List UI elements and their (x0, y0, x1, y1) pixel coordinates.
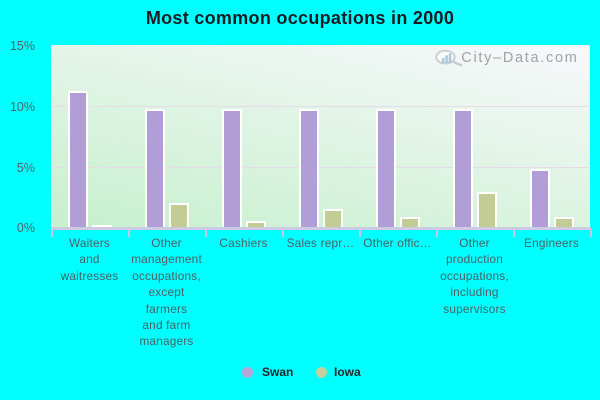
svg-text:City–Data.com: City–Data.com (461, 50, 578, 66)
